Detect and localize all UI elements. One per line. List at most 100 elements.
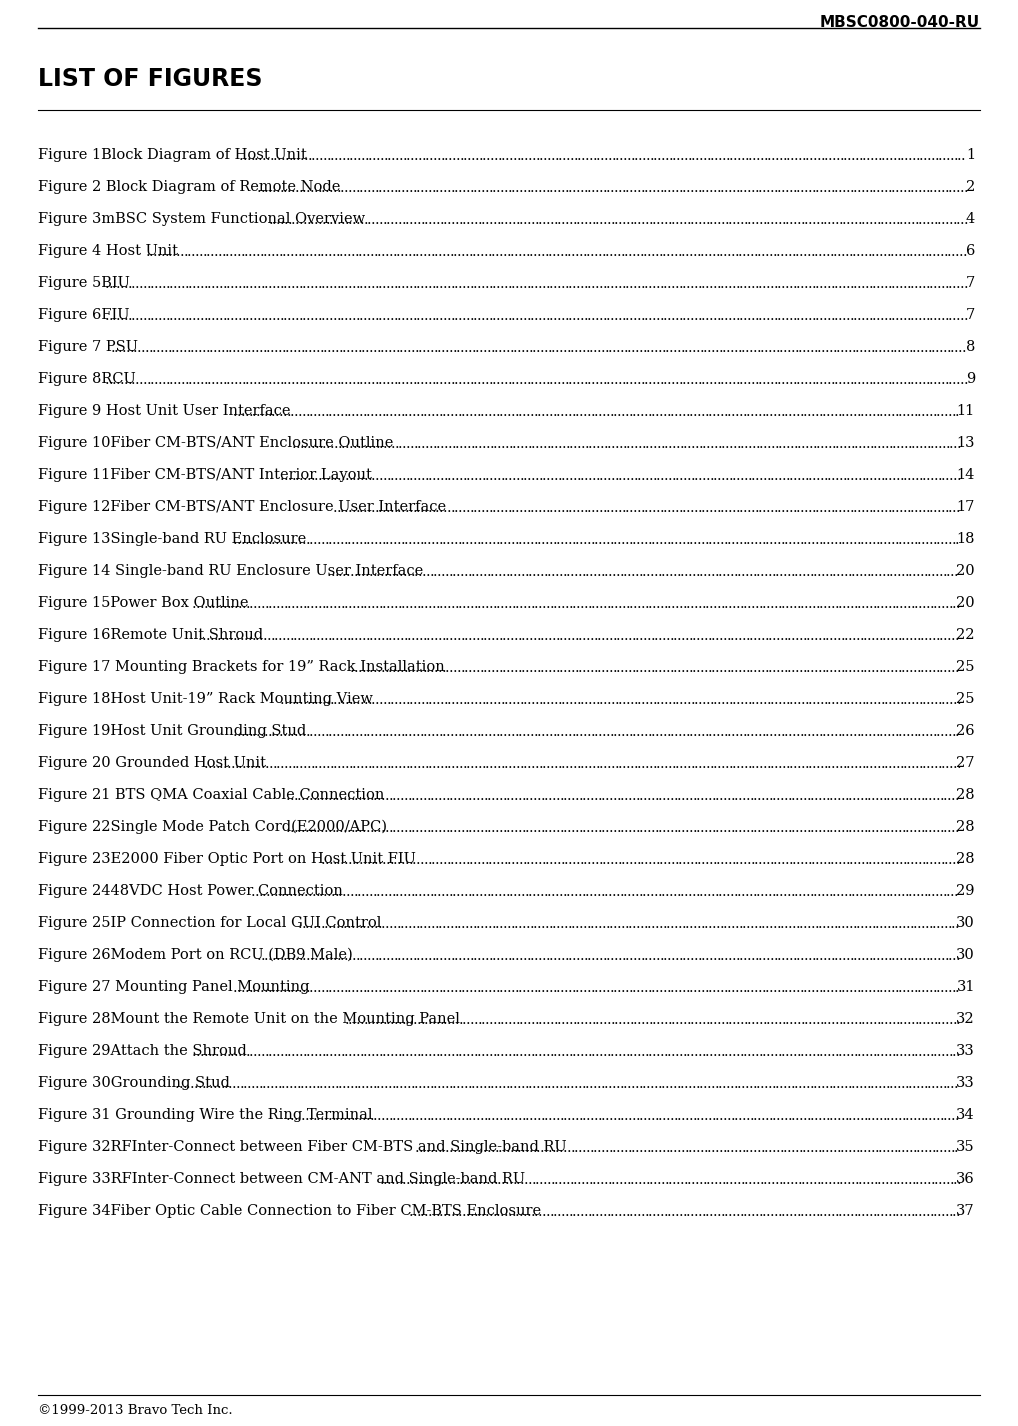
Text: .: . (272, 181, 276, 194)
Text: .: . (220, 1077, 225, 1091)
Text: .: . (351, 853, 356, 867)
Text: .: . (550, 436, 555, 451)
Text: .: . (857, 372, 861, 386)
Text: .: . (758, 212, 762, 227)
Text: .: . (452, 148, 456, 163)
Text: .: . (247, 629, 252, 643)
Text: .: . (693, 277, 698, 291)
Text: .: . (333, 1044, 337, 1058)
Text: .: . (704, 181, 710, 194)
Text: .: . (897, 660, 902, 674)
Text: .: . (895, 1205, 900, 1218)
Text: .: . (658, 1141, 663, 1155)
Text: .: . (377, 629, 381, 643)
Text: .: . (846, 1044, 850, 1058)
Text: .: . (110, 341, 115, 355)
Text: .: . (498, 660, 503, 674)
Text: .: . (379, 757, 383, 770)
Text: .: . (348, 596, 352, 610)
Text: .: . (464, 789, 469, 803)
Text: .: . (308, 917, 314, 931)
Text: .: . (671, 308, 675, 322)
Text: .: . (271, 244, 275, 258)
Text: .: . (317, 244, 321, 258)
Text: .: . (492, 853, 497, 867)
Text: .: . (488, 244, 492, 258)
Text: .: . (762, 596, 767, 610)
Text: 7: 7 (966, 277, 975, 289)
Text: 28: 28 (956, 820, 975, 834)
Text: .: . (339, 244, 344, 258)
Text: .: . (823, 532, 827, 546)
Text: .: . (620, 1108, 625, 1122)
Text: .: . (691, 565, 696, 579)
Text: .: . (678, 724, 682, 739)
Text: .: . (811, 948, 815, 963)
Text: .: . (565, 757, 569, 770)
Text: .: . (528, 629, 533, 643)
Text: .: . (725, 148, 730, 163)
Text: .: . (685, 532, 690, 546)
Text: .: . (268, 308, 273, 322)
Text: .: . (904, 148, 908, 163)
Text: .: . (364, 565, 370, 579)
Text: .: . (881, 1172, 886, 1186)
Text: .: . (743, 1012, 748, 1027)
Text: .: . (741, 565, 745, 579)
Text: .: . (528, 884, 532, 898)
Text: .: . (778, 1012, 782, 1027)
Text: .: . (362, 372, 367, 386)
Text: .: . (532, 629, 536, 643)
Text: .: . (473, 308, 477, 322)
Text: .: . (436, 693, 440, 706)
Text: .: . (614, 948, 618, 963)
Text: .: . (731, 405, 735, 418)
Text: .: . (642, 565, 646, 579)
Text: .: . (567, 789, 571, 803)
Text: .: . (831, 1205, 835, 1218)
Text: .: . (802, 820, 807, 834)
Text: .: . (644, 948, 648, 963)
Text: .: . (377, 789, 382, 803)
Text: .: . (874, 341, 879, 355)
Text: .: . (837, 405, 842, 418)
Text: .: . (570, 629, 575, 643)
Text: .: . (864, 532, 868, 546)
Text: .: . (956, 1205, 960, 1218)
Text: .: . (853, 372, 857, 386)
Text: .: . (929, 757, 935, 770)
Text: .: . (354, 532, 359, 546)
Text: .: . (949, 596, 953, 610)
Text: .: . (300, 1077, 304, 1091)
Text: .: . (909, 405, 914, 418)
Text: .: . (412, 1012, 417, 1027)
Text: .: . (784, 724, 789, 739)
Text: .: . (789, 1044, 793, 1058)
Text: .: . (710, 693, 714, 706)
Text: .: . (508, 757, 512, 770)
Text: .: . (850, 469, 854, 482)
Text: .: . (388, 565, 392, 579)
Text: .: . (496, 181, 501, 194)
Text: .: . (887, 724, 892, 739)
Text: .: . (489, 212, 493, 227)
Text: .: . (364, 1077, 370, 1091)
Text: .: . (522, 181, 527, 194)
Text: .: . (716, 277, 721, 291)
Text: .: . (670, 724, 675, 739)
Text: .: . (606, 181, 611, 194)
Text: .: . (454, 277, 458, 291)
Text: .: . (959, 277, 964, 291)
Text: .: . (526, 308, 530, 322)
Text: .: . (557, 1012, 562, 1027)
Text: .: . (678, 181, 683, 194)
Text: .: . (439, 181, 444, 194)
Text: .: . (256, 405, 261, 418)
Text: .: . (792, 405, 796, 418)
Text: .: . (432, 501, 436, 515)
Text: .: . (769, 820, 773, 834)
Text: .: . (412, 277, 416, 291)
Text: .: . (709, 948, 714, 963)
Text: .: . (630, 565, 635, 579)
Text: .: . (283, 212, 288, 227)
